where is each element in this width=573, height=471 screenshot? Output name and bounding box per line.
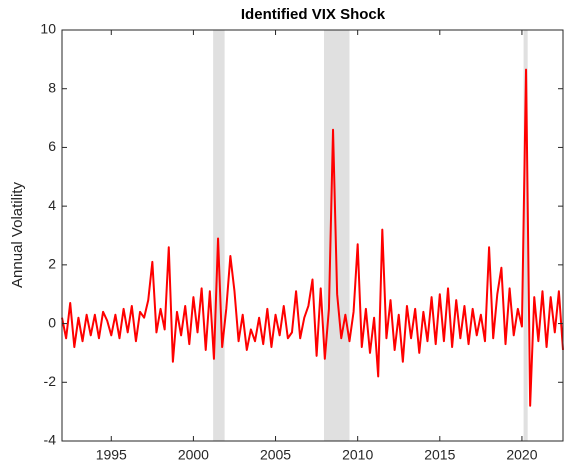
y-tick-label: -4 [44, 432, 57, 448]
y-tick-label: -2 [44, 373, 57, 389]
y-axis-label: Annual Volatility [9, 182, 26, 288]
y-tick-label: 8 [48, 79, 56, 95]
x-tick-label: 2005 [260, 447, 291, 463]
data-line [61, 68, 564, 407]
recession-band [523, 30, 528, 441]
x-tick-label: 2020 [506, 447, 537, 463]
recession-band [323, 30, 350, 441]
plot-frame [61, 29, 564, 442]
y-tick-label: 0 [48, 314, 56, 330]
recession-band [213, 30, 225, 441]
y-tick-label: 2 [48, 256, 56, 272]
y-tick-label: 6 [48, 138, 56, 154]
x-tick-label: 2010 [342, 447, 373, 463]
x-tick-label: 2000 [178, 447, 209, 463]
x-tick-label: 1995 [96, 447, 127, 463]
x-tick-label: 2015 [424, 447, 455, 463]
y-tick-label: 10 [40, 21, 56, 37]
y-tick-label: 4 [48, 197, 56, 213]
chart-title: Identified VIX Shock [241, 6, 386, 23]
